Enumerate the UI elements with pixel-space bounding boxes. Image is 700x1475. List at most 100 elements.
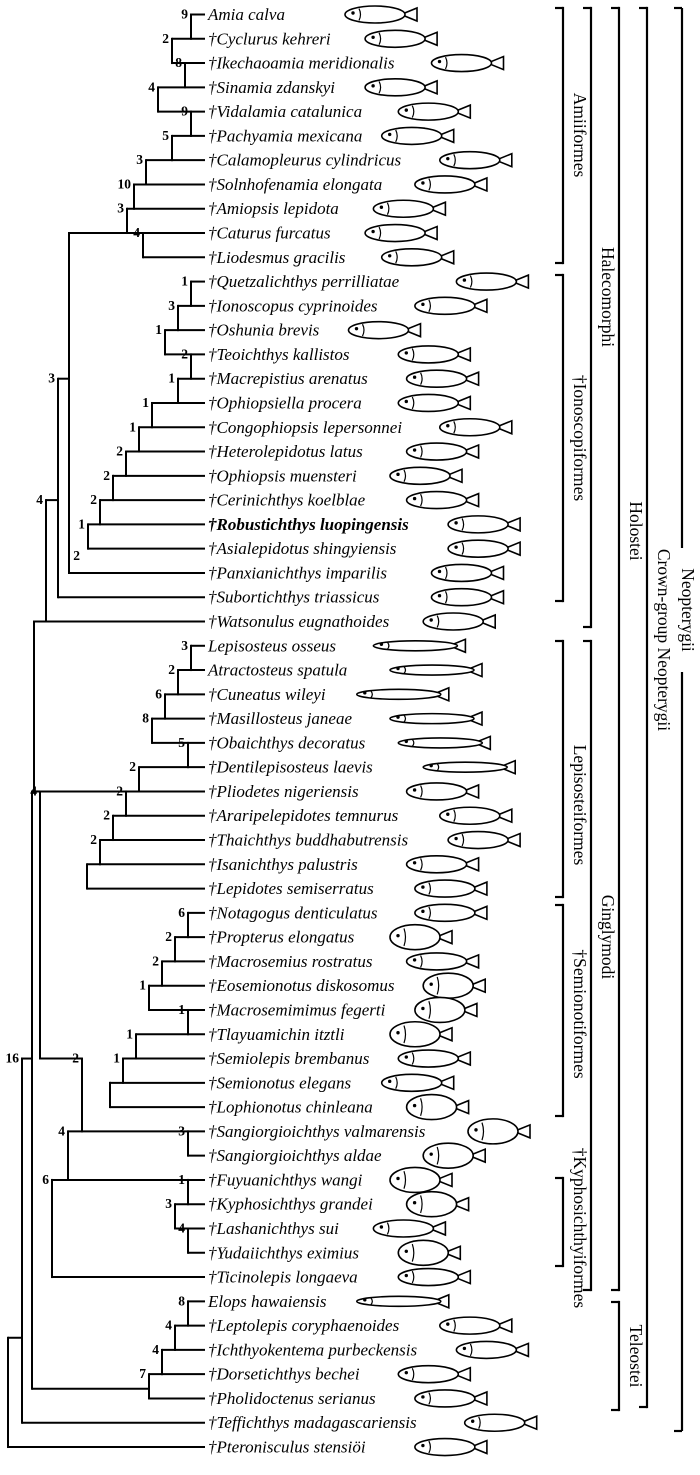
fish-silhouette-icon [405,952,480,971]
fish-silhouette-icon [347,320,422,340]
taxon-label: Elops hawaiensis [207,1292,327,1311]
fish-silhouette-icon [355,686,450,703]
fish-silhouette-icon [380,126,455,146]
taxon-label: †Panxianichthys imparilis [208,563,387,582]
node-support-number: 3 [136,152,143,167]
node-support-number: 3 [165,1196,172,1211]
clade-bracket-label: Halecomorphi [598,247,618,347]
taxon-label: †Macrosemius rostratus [208,952,373,971]
clade-bracket-label: Lepisosteiformes [570,745,590,866]
fish-silhouette-icon [405,854,480,874]
taxon-label: †Oshunia brevis [208,321,320,340]
node-support-number: 4 [148,79,155,94]
fish-silhouette-icon [447,539,521,558]
node-support-number: 2 [103,468,110,483]
node-support-number: 16 [6,1051,20,1066]
fish-silhouette-icon [455,1340,530,1360]
fish-silhouette-icon [405,369,480,389]
fish-silhouette-icon [364,223,438,243]
node-support-number: 2 [73,548,80,563]
taxon-label: †Caturus furcatus [208,224,331,243]
node-support-number: 1 [78,516,85,531]
node-support-number: 8 [178,1293,185,1308]
node-support-number: 2 [103,808,110,823]
fish-silhouette-icon [397,102,472,121]
node-support-number: 4 [165,1318,172,1333]
fish-silhouette-icon [397,735,492,751]
taxon-label: †Yudaiichthys eximius [208,1243,359,1262]
clade-bracket-label: Amiiformes [570,93,590,178]
node-support-number: 7 [139,1366,146,1381]
taxon-label: †Pteronisculus stensiöi [208,1438,366,1457]
fish-silhouette-icon [414,296,488,316]
fish-silhouette-icon [397,1239,462,1267]
taxon-label: †Dentilepisosteus laevis [208,758,373,777]
node-support-number: 1 [126,1026,133,1041]
fish-silhouette-icon [447,830,521,850]
taxon-label: †Vidalamia catalunica [208,102,362,121]
taxon-label: †Teoichthys kallistos [208,345,350,364]
node-support-number: 3 [117,201,124,216]
node-support-number: 2 [168,662,175,677]
node-support-number: 2 [165,929,172,944]
taxon-label: †Obaichthys decoratus [208,733,366,752]
node-support-number: 9 [181,7,188,22]
clade-bracket-label: Ginglymodi [598,895,618,980]
taxon-label: †Ticinolepis longaeva [208,1268,358,1287]
fish-silhouette-icon [372,638,467,654]
taxon-label: †Semionotus elegans [208,1073,351,1092]
taxon-label: †Asialepidotus shingyiensis [208,539,397,558]
fish-silhouette-icon [422,972,487,1000]
taxon-label: †Ikechaoamia meridionalis [208,54,395,73]
fish-silhouette-icon [414,1389,488,1408]
fish-silhouette-icon [405,1093,470,1121]
node-support-number: 2 [162,31,169,46]
fish-silhouette-icon [405,782,480,801]
node-support-number: 3 [48,371,55,386]
fish-silhouette-icon [438,1316,513,1335]
node-support-number: 6 [178,905,185,920]
fish-silhouette-icon [405,490,480,510]
taxon-label: †Ophiopsiella procera [208,393,362,412]
fish-silhouette-icon [389,466,463,486]
node-support-number: 4 [36,492,43,507]
taxon-label: Amia calva [207,5,285,24]
node-support-number: 4 [152,1342,159,1357]
fish-silhouette-icon [355,1293,450,1310]
fish-silhouette-icon [380,247,455,267]
fish-silhouette-icon [430,587,505,607]
fish-silhouette-icon [344,5,418,24]
taxon-label: †Isanichthys palustris [208,855,358,874]
taxon-label: Atractosteus spatula [207,661,347,680]
taxon-label: †Macrosemimimus fegerti [208,1000,386,1019]
taxon-label: †Macrepistius arenatus [208,369,368,388]
taxon-label: †Heterolepidotus latus [208,442,363,461]
taxon-label: †Dorsetichthys bechei [208,1365,360,1384]
fish-silhouette-icon [414,175,488,194]
node-support-number: 3 [168,298,175,313]
fish-silhouette-icon [438,417,513,437]
taxon-label: †Teffichthys madagascariensis [208,1413,417,1432]
fish-silhouette-icon [372,199,447,219]
taxon-label: †Sangiorgioichthys valmarensis [208,1122,426,1141]
node-support-number: 3 [181,638,188,653]
clade-bracket-label: Crown-group Neopterygii [654,549,674,731]
taxon-label: †Lepidotes semiserratus [208,879,374,898]
clade-bracket-label: †Semionotiformes [570,949,590,1078]
taxon-label: †Ophiopsis muensteri [208,466,357,485]
taxon-label: †Subortichthys triassicus [208,588,380,607]
fish-silhouette-icon [414,879,488,898]
fish-silhouette-icon [463,1413,538,1433]
fish-silhouette-icon [389,1166,453,1194]
taxon-label: †Amiopsis lepidota [208,199,339,218]
taxon-label: †Thaichthys buddhabutrensis [208,831,408,850]
fish-silhouette-icon [397,1364,472,1384]
fish-silhouette-icon [414,903,488,923]
node-support-number: 4 [58,1123,65,1138]
node-support-number: 2 [90,492,97,507]
node-support-number: 1 [113,1051,120,1066]
clade-bracket-label: Holostei [626,501,646,560]
taxon-label: Lepisosteus osseus [207,636,336,655]
taxon-label: †Pliodetes nigeriensis [208,782,359,801]
